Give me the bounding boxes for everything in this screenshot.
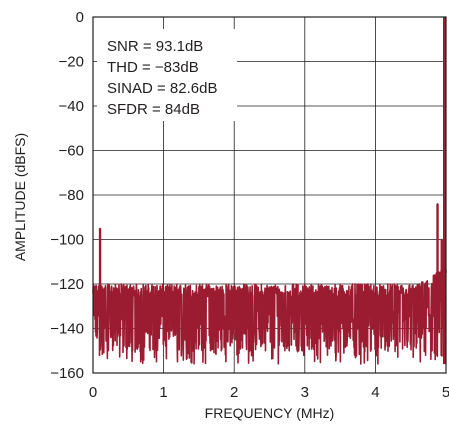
fundamental-peak xyxy=(443,17,446,365)
annotation-text: SFDR = 84dB xyxy=(107,101,200,118)
y-tick-label: −160 xyxy=(50,365,84,382)
y-tick-label: −60 xyxy=(59,143,84,160)
annotation-background xyxy=(97,29,237,121)
y-tick-label: −80 xyxy=(59,187,84,204)
x-tick-label: 4 xyxy=(371,384,379,401)
annotation-text: SNR = 93.1dB xyxy=(107,38,203,55)
y-axis-title: AMPLITUDE (dBFS) xyxy=(12,133,28,261)
x-tick-label: 1 xyxy=(159,384,167,401)
x-axis-title: FREQUENCY (MHz) xyxy=(205,405,335,421)
noise-floor-trace xyxy=(92,203,447,365)
y-tick-label: −40 xyxy=(59,98,84,115)
x-tick-label: 2 xyxy=(230,384,238,401)
y-tick-label: −140 xyxy=(50,321,84,338)
annotation-text: SINAD = 82.6dB xyxy=(107,80,217,97)
annotations: SNR = 93.1dB THD = −83dB SINAD = 82.6dB SFD… xyxy=(107,38,217,118)
y-tick-label: 0 xyxy=(76,9,84,26)
x-tick-label: 0 xyxy=(89,384,97,401)
x-tick-labels: 0 1 2 3 4 5 xyxy=(89,384,449,401)
y-tick-label: −20 xyxy=(59,54,84,71)
y-tick-label: −120 xyxy=(50,276,84,293)
spectrum-trace xyxy=(92,17,447,365)
y-tick-label: −100 xyxy=(50,232,84,249)
x-tick-label: 3 xyxy=(301,384,309,401)
annotation-text: THD = −83dB xyxy=(107,59,199,76)
y-tick-labels: 0 −20 −40 −60 −80 −100 −120 −140 −160 xyxy=(50,9,84,382)
plot-frame xyxy=(92,16,447,374)
x-tick-label: 5 xyxy=(442,384,449,401)
